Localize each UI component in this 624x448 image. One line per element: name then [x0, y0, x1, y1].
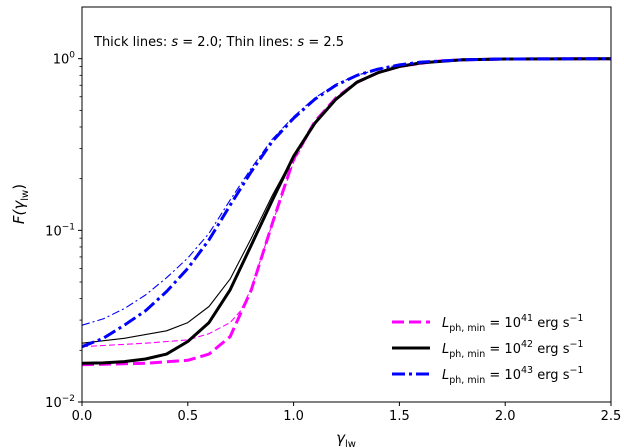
series-line-4 [81, 57, 612, 349]
x-tick-label-0: 0.0 [72, 409, 93, 424]
legend-label-2: Lph, min = 1043 erg s−1 [442, 365, 583, 386]
legend-label-1: Lph, min = 1042 erg s−1 [442, 339, 583, 360]
plot-frame [81, 6, 612, 403]
plot-lines [81, 57, 612, 367]
series-line-5 [81, 58, 612, 326]
axis-ticks: 0.0 0.5 1.0 1.5 2.0 2.5 10−2 10−1 100 [45, 51, 621, 424]
x-tick-label-3: 1.5 [389, 409, 410, 424]
x-tick-label-5: 2.5 [601, 409, 622, 424]
legend-label-0: Lph, min = 1041 erg s−1 [442, 313, 583, 334]
y-tick-label-2: 100 [53, 51, 76, 68]
y-tick-label-1: 10−1 [45, 222, 75, 239]
series-line-3 [81, 58, 612, 344]
x-tick-label-1: 0.5 [177, 409, 198, 424]
x-axis-label: γlw [336, 429, 356, 448]
annotation-text: Thick lines: s = 2.0; Thin lines: s = 2.… [93, 35, 344, 50]
x-tick-label-2: 1.0 [283, 409, 304, 424]
series-line-1 [81, 58, 612, 348]
series-line-2 [81, 57, 612, 365]
x-tick-label-4: 2.0 [495, 409, 516, 424]
y-axis-label: F(γlw) [10, 184, 31, 224]
y-tick-label-0: 10−2 [45, 394, 75, 411]
legend: Lph, min = 1041 erg s−1 Lph, min = 1042 e… [392, 313, 583, 386]
